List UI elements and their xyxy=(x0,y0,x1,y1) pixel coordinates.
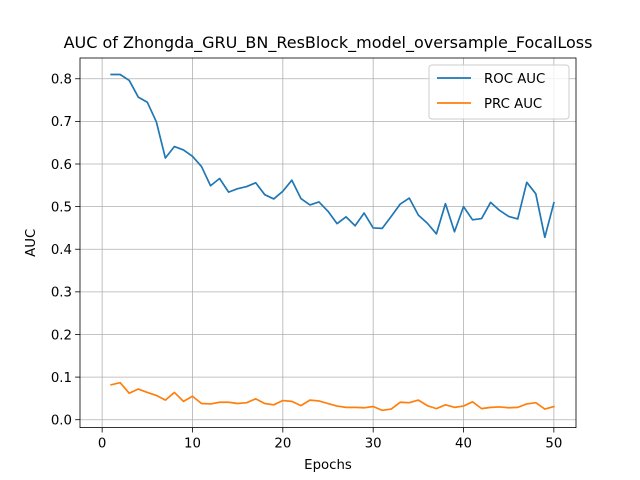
x-tick-label: 10 xyxy=(184,437,201,452)
y-tick-label: 0.3 xyxy=(51,286,72,301)
y-axis-label: AUC xyxy=(24,229,39,257)
legend-label-prc-auc: PRC AUC xyxy=(484,97,542,112)
x-tick-label: 30 xyxy=(365,437,382,452)
ticks: 0 10 20 30 40 50 0.0 0.1 0.2 0.3 0.4 0.5 0.6 0.7 0.8 xyxy=(51,73,562,452)
chart-title: AUC of Zhongda_GRU_BN_ResBlock_model_ove… xyxy=(64,33,593,53)
x-axis-label: Epochs xyxy=(304,458,352,473)
series-line-roc-auc xyxy=(110,73,555,239)
legend-label-roc-auc: ROC AUC xyxy=(484,72,545,87)
y-tick-label: 0.5 xyxy=(51,200,72,215)
x-tick-label: 0 xyxy=(98,437,106,452)
y-tick-label: 0.7 xyxy=(51,115,72,130)
x-tick-label: 40 xyxy=(455,437,472,452)
y-tick-label: 0.1 xyxy=(51,371,72,386)
y-tick-label: 0.6 xyxy=(51,158,72,173)
x-tick-label: 50 xyxy=(545,437,562,452)
legend: ROC AUC PRC AUC xyxy=(428,64,570,120)
y-tick-label: 0.0 xyxy=(51,414,72,429)
y-tick-label: 0.2 xyxy=(51,328,72,343)
y-tick-label: 0.4 xyxy=(51,243,72,258)
plot-frame xyxy=(79,57,577,429)
series-line-prc-auc xyxy=(110,381,555,412)
grid xyxy=(80,58,576,428)
y-tick-label: 0.8 xyxy=(51,73,72,88)
plot-area xyxy=(80,58,576,428)
series-layer xyxy=(110,73,555,412)
x-tick-label: 20 xyxy=(274,437,291,452)
